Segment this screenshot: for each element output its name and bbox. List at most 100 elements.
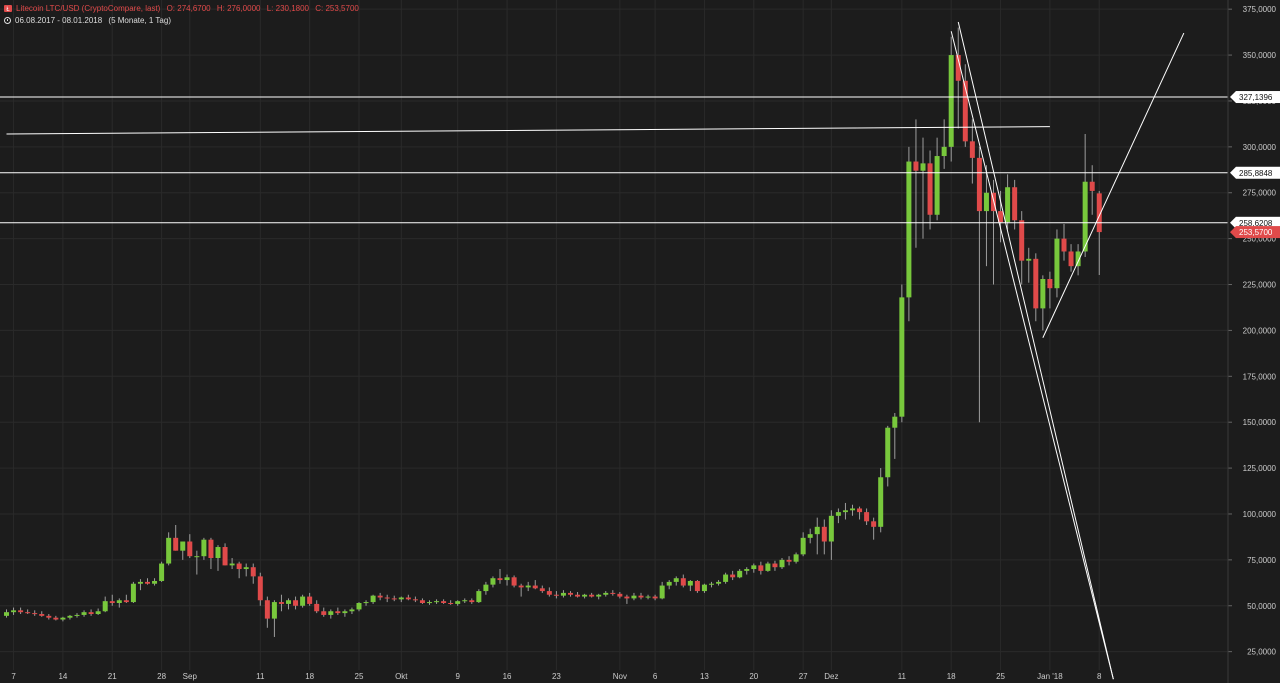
candle-body [1040, 279, 1046, 309]
y-tick-label: 125,0000 [1243, 464, 1277, 473]
trend-line [6, 126, 1050, 135]
candle-body [716, 581, 722, 584]
candle-body [1096, 193, 1102, 233]
period-label: (5 Monate, 1 Tag) [108, 16, 171, 25]
candle-body [934, 156, 940, 215]
candle-body [687, 580, 693, 586]
candle-body [560, 592, 566, 596]
candle-body [624, 596, 630, 599]
candle-body [793, 554, 799, 562]
x-tick-label: 8 [1097, 672, 1102, 681]
y-tick-label: 100,0000 [1243, 510, 1277, 519]
close-label: C: [315, 4, 324, 13]
candle-body [1026, 258, 1032, 261]
candle-body [751, 565, 757, 570]
candle-body [4, 612, 9, 616]
candle-body [969, 141, 975, 158]
candle-body [476, 591, 482, 603]
high-label: H: [216, 4, 225, 13]
candle-body [723, 574, 729, 582]
candle-body [39, 614, 45, 616]
candle-body [25, 612, 31, 614]
candle-body [398, 597, 404, 600]
price-label-text: 285,8848 [1239, 169, 1273, 178]
candle-body [1012, 187, 1018, 221]
candle-body [800, 537, 806, 555]
candle-body [638, 595, 644, 598]
candle-body [758, 565, 764, 571]
candle-body [906, 161, 912, 298]
x-tick-label: 13 [700, 672, 709, 681]
candle-body [278, 602, 284, 604]
candle-body [645, 596, 651, 598]
candle-body [469, 600, 475, 603]
date-range: 06.08.2017 - 08.01.2018 [15, 16, 103, 25]
candle-body [701, 584, 707, 592]
candle-body [575, 594, 581, 597]
candle-body [546, 591, 552, 595]
candle-body [215, 547, 221, 559]
low-label: L: [266, 4, 274, 13]
open-label: O: [166, 4, 176, 13]
candle-body [137, 581, 143, 584]
candle-body [342, 611, 348, 614]
y-tick-label: 150,0000 [1243, 418, 1277, 427]
candle-body [807, 534, 813, 538]
candle-body [405, 597, 411, 600]
candle-body [490, 578, 496, 585]
y-tick-label: 50,0000 [1247, 602, 1276, 611]
candle-body [962, 80, 968, 142]
y-tick-label: 25,0000 [1247, 648, 1276, 657]
candle-body [1047, 279, 1053, 289]
candle-body [95, 611, 101, 615]
candle-body [871, 521, 877, 527]
candle-body [271, 602, 277, 619]
x-tick-label: 28 [157, 672, 166, 681]
x-tick-label: 18 [305, 672, 314, 681]
candle-body [772, 563, 778, 568]
close-value: 253,5700 [325, 4, 359, 13]
trend-line [1042, 32, 1185, 338]
candle-body [1089, 181, 1095, 191]
candle-body [694, 580, 700, 592]
y-tick-label: 300,0000 [1243, 143, 1277, 152]
candle-body [892, 416, 898, 428]
candle-body [377, 595, 383, 598]
candle-body [384, 597, 390, 599]
candles-layer [4, 27, 1102, 637]
x-tick-label: 11 [898, 672, 907, 681]
candle-body [730, 574, 736, 578]
candle-body [328, 611, 334, 615]
candle-body [441, 601, 447, 603]
candle-body [159, 563, 165, 581]
symbol-name: Litecoin LTC/USD (CryptoCompare, last) [16, 4, 161, 13]
candle-body [673, 578, 679, 582]
candle-body [532, 585, 538, 589]
x-tick-label: 20 [749, 672, 758, 681]
x-axis: 7 14 21 28 Sep 11 18 25 Okt 9 16 23 Nov 6 13 20 27 Dez 11 1… [11, 672, 1102, 681]
candle-body [779, 559, 785, 568]
x-tick-label: Dez [824, 672, 838, 681]
candle-body [744, 569, 750, 571]
candle-body [335, 611, 341, 614]
candle-body [462, 600, 468, 602]
y-tick-label: 200,0000 [1243, 326, 1277, 335]
candle-body [821, 526, 827, 542]
candle-body [173, 537, 179, 551]
candle-body [948, 55, 954, 147]
ohlc-line: Ł Litecoin LTC/USD (CryptoCompare, last)… [4, 4, 359, 13]
candle-body [850, 508, 855, 511]
open-value: 274,6700 [177, 4, 211, 13]
candle-body [363, 602, 369, 604]
candle-body [786, 559, 792, 562]
price-label-pointer [1230, 216, 1236, 229]
candle-body [1075, 251, 1081, 267]
x-tick-label: Jan '18 [1037, 672, 1063, 681]
price-label-pointer [1230, 166, 1236, 179]
candle-body [1061, 238, 1067, 252]
svg-text:Ł: Ł [6, 7, 10, 12]
candle-body [88, 612, 94, 615]
candle-body [300, 596, 306, 606]
